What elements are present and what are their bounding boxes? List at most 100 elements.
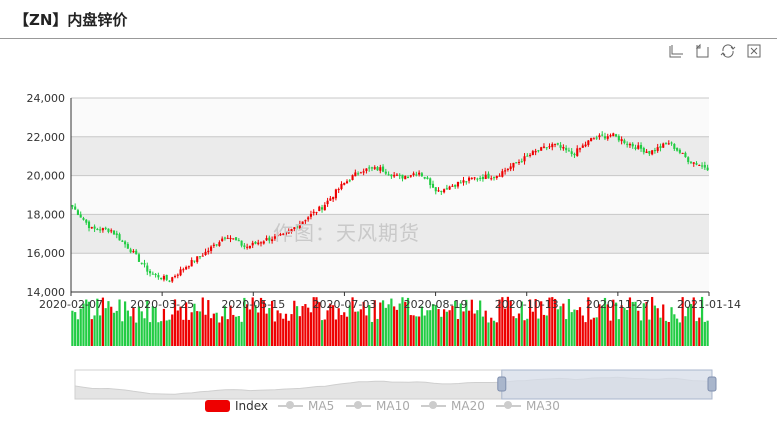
volume-bar <box>384 307 387 346</box>
candle <box>160 277 163 280</box>
y-tick-label: 24,000 <box>27 92 66 105</box>
volume-bar <box>362 301 365 346</box>
volume-bar <box>545 315 548 346</box>
volume-bar <box>456 319 460 346</box>
chart-legend: Index MA5 MA10 MA20 MA30 <box>0 398 777 414</box>
candle <box>423 176 426 179</box>
zoom-reset-icon[interactable] <box>694 43 710 59</box>
candle <box>479 177 482 179</box>
volume-bar <box>129 316 132 346</box>
volume-bar <box>148 322 152 346</box>
volume-bar <box>212 313 215 346</box>
x-tick-label: 2020-03-25 <box>130 298 194 311</box>
slider-handle-left[interactable] <box>497 376 507 392</box>
volume-bar <box>454 300 457 346</box>
legend-item-ma20[interactable]: MA20 <box>421 398 487 414</box>
candle <box>279 234 282 236</box>
volume-bar <box>171 314 174 346</box>
volume-bar <box>315 297 318 346</box>
candle <box>462 180 465 183</box>
x-tick-label: 2020-08-19 <box>404 298 468 311</box>
candle <box>351 175 354 180</box>
volume-bar <box>301 306 304 346</box>
volume-bar <box>584 322 587 346</box>
volume-bar <box>343 312 346 346</box>
volume-bar <box>179 306 182 346</box>
volume-bar <box>87 301 91 346</box>
legend-item-ma5[interactable]: MA5 <box>278 398 338 414</box>
candle <box>99 229 102 231</box>
volume-bar <box>309 312 313 346</box>
candle <box>404 175 407 180</box>
candle <box>345 181 349 184</box>
volume-bar <box>598 304 601 346</box>
slider-window <box>501 369 713 400</box>
candle <box>565 147 568 151</box>
candle <box>207 250 210 253</box>
slider-handle-right[interactable] <box>707 376 717 392</box>
candle <box>143 263 146 265</box>
zoom-icon[interactable] <box>668 43 684 59</box>
candle <box>157 275 160 278</box>
volume-bar <box>692 297 695 346</box>
candle <box>576 148 579 156</box>
candle <box>354 172 357 177</box>
volume-bar <box>135 322 138 346</box>
candle <box>567 150 570 152</box>
candle <box>620 139 623 142</box>
volume-bar <box>373 300 376 346</box>
candle <box>492 177 496 179</box>
volume-bar <box>112 312 116 346</box>
volume-bar <box>490 317 493 346</box>
candle <box>182 269 185 271</box>
volume-bar <box>620 305 623 346</box>
candle <box>334 189 337 199</box>
volume-bar <box>542 314 546 346</box>
volume-bar <box>204 314 207 346</box>
candle <box>273 236 276 239</box>
candle <box>71 205 74 207</box>
volume-bar <box>609 320 612 346</box>
candle <box>573 153 576 156</box>
volume-bar <box>207 300 210 346</box>
candle <box>498 175 501 177</box>
volume-bar <box>76 319 80 346</box>
grid-band <box>71 136 709 176</box>
x-tick-label: 2020-02-07 <box>39 298 103 311</box>
candle <box>412 173 415 175</box>
volume-bar <box>295 306 299 346</box>
legend-marker-ma10 <box>354 401 362 409</box>
volume-bar <box>578 307 582 346</box>
candle <box>384 171 387 174</box>
legend-item-ma30[interactable]: MA30 <box>496 398 562 414</box>
candle <box>684 152 687 158</box>
save-image-icon[interactable] <box>746 43 762 59</box>
volume-bar <box>273 321 276 346</box>
restore-icon[interactable] <box>720 43 736 59</box>
candle <box>259 242 263 244</box>
candle <box>468 177 471 181</box>
volume-bar <box>270 300 274 346</box>
volume-bar <box>501 297 504 346</box>
volume-bar <box>467 310 471 346</box>
volume-bar <box>418 316 421 346</box>
candle <box>418 172 421 175</box>
candle <box>337 189 340 191</box>
volume-bar <box>323 319 326 346</box>
candle <box>151 273 154 275</box>
candle <box>645 151 648 153</box>
candle <box>631 143 634 147</box>
volume-bar <box>587 297 590 346</box>
legend-item-index[interactable]: Index <box>205 398 275 414</box>
x-tick-label: 2020-07-03 <box>312 298 376 311</box>
volume-bar <box>168 319 171 346</box>
candle <box>609 135 612 137</box>
grid-band <box>71 175 709 215</box>
candle <box>601 134 604 136</box>
legend-item-ma10[interactable]: MA10 <box>346 398 412 414</box>
candle <box>548 146 551 148</box>
volume-bar <box>567 298 571 346</box>
candle <box>87 221 91 229</box>
volume-bar <box>531 311 534 346</box>
candle <box>168 280 171 282</box>
